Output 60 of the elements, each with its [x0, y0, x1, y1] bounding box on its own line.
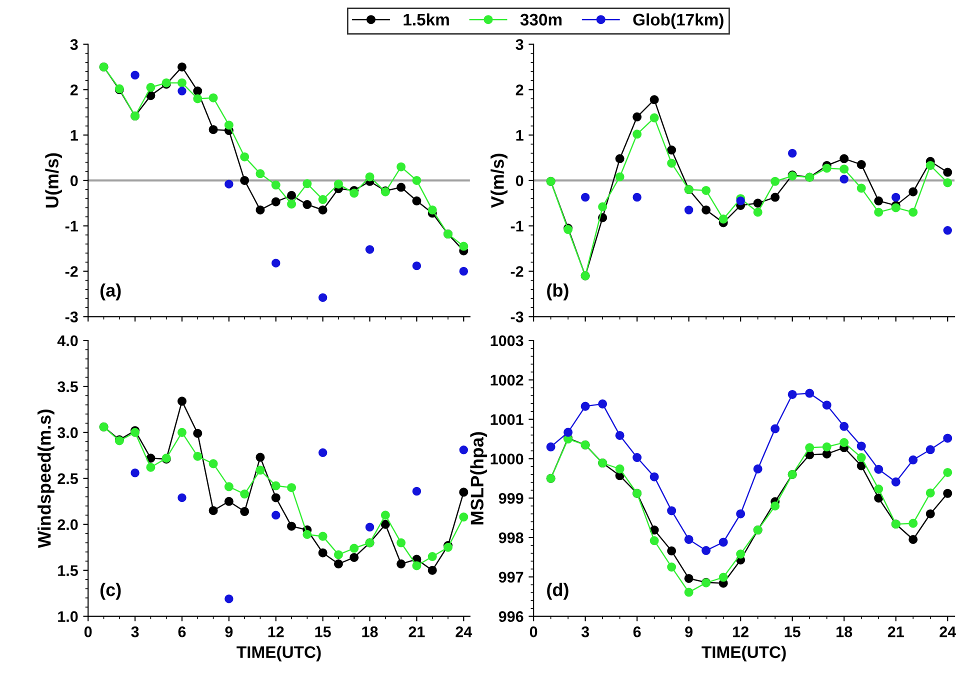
- y-tick-label: 1003: [490, 335, 524, 346]
- x-tick-label: 6: [633, 626, 641, 638]
- y-tick-label: 1.0: [58, 611, 78, 622]
- x-tick-label: 18: [836, 626, 852, 638]
- x-tick-label: 9: [225, 626, 233, 638]
- y-tick-label: 1002: [490, 374, 524, 386]
- y-axis-title: MSLP(hpa): [470, 432, 488, 524]
- annotation: (a): [100, 283, 121, 300]
- x-tick-label: 0: [530, 626, 538, 638]
- y-tick-label: 4.0: [57, 335, 78, 346]
- x-tick-label: 9: [685, 626, 693, 638]
- y-axis-title: V(m/s): [490, 154, 508, 208]
- x-tick-label: 12: [268, 626, 284, 638]
- y-tick-label: 997: [498, 572, 524, 583]
- x-tick-label: 21: [888, 626, 904, 638]
- x-tick-label: 24: [940, 626, 956, 638]
- y-tick-label: 998: [498, 532, 524, 544]
- y-tick-label: 3: [516, 39, 524, 50]
- y-tick-label: 2: [516, 84, 524, 96]
- y-tick-label: 1000: [490, 454, 524, 464]
- y-axis-title: Windspeed(m.s): [38, 410, 54, 548]
- y-tick-label: 1: [516, 130, 524, 141]
- annotation: (d): [547, 582, 568, 600]
- annotation: (b): [547, 283, 568, 300]
- y-tick-label: 999: [498, 492, 524, 504]
- y-tick-label: 1001: [490, 414, 524, 425]
- y-tick-label: -2: [510, 266, 524, 277]
- y-tick-label: 1.5: [58, 565, 78, 576]
- x-tick-label: 24: [456, 626, 472, 638]
- y-tick-label: 2: [70, 84, 78, 96]
- y-tick-label: 3.0: [58, 427, 78, 438]
- y-tick-label: -1: [65, 220, 78, 232]
- y-tick-label: 2.0: [58, 519, 78, 530]
- x-tick-label: 3: [131, 626, 139, 638]
- x-tick-label: 18: [362, 626, 378, 638]
- y-tick-label: 2.5: [58, 473, 78, 484]
- y-tick-label: 3.5: [58, 381, 78, 392]
- y-tick-label: -2: [65, 266, 78, 277]
- y-tick-label: -3: [510, 312, 524, 322]
- x-tick-label: 12: [733, 626, 748, 638]
- legend-label: Glob(17km): [633, 13, 724, 29]
- y-tick-label: -1: [510, 220, 524, 232]
- x-tick-label: 0: [84, 626, 92, 638]
- x-tick-label: 3: [581, 626, 590, 638]
- x-axis-title: TIME(UTC): [236, 646, 321, 662]
- x-axis-title: TIME(UTC): [702, 646, 786, 662]
- y-tick-label: 0: [516, 175, 524, 186]
- x-tick-label: 15: [784, 626, 800, 638]
- x-tick-label: 6: [178, 626, 186, 638]
- x-tick-label: 21: [408, 626, 425, 638]
- y-tick-label: -3: [65, 312, 78, 322]
- y-tick-label: 996: [498, 611, 524, 622]
- y-tick-label: 1: [70, 130, 78, 141]
- y-tick-label: 0: [70, 175, 78, 186]
- legend-label: 1.5km: [404, 13, 449, 26]
- x-tick-label: 15: [315, 626, 331, 638]
- y-axis-title: U(m/s): [45, 153, 62, 208]
- legend-label: 330m: [520, 14, 562, 26]
- y-tick-label: 3: [70, 39, 78, 50]
- annotation: (c): [100, 582, 121, 600]
